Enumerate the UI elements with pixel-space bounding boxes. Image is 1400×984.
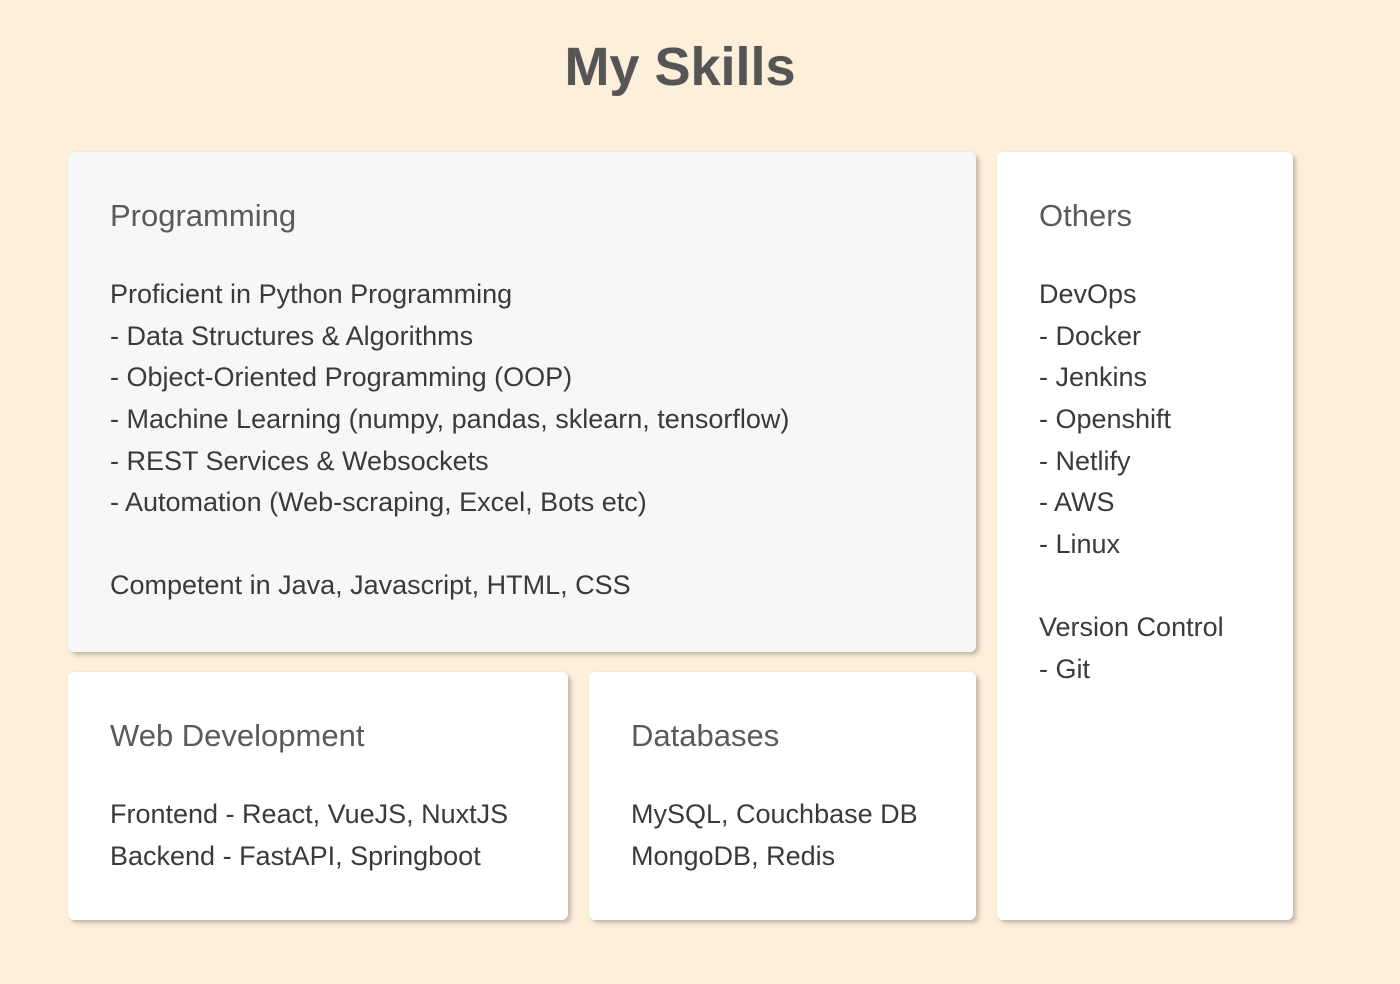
skill-line: MySQL, Couchbase DB bbox=[631, 799, 918, 830]
skill-line: Backend - FastAPI, Springboot bbox=[110, 840, 481, 871]
card-heading-programming: Programming bbox=[110, 198, 297, 233]
line-spacer bbox=[110, 524, 934, 566]
line-spacer bbox=[1039, 565, 1251, 607]
skill-line: - REST Services & Websockets bbox=[110, 445, 489, 476]
skill-line: MongoDB, Redis bbox=[631, 840, 836, 871]
skill-card-databases[interactable]: Databases MySQL, Couchbase DB MongoDB, Re… bbox=[589, 672, 976, 920]
skill-line: - Openshift bbox=[1039, 404, 1172, 435]
card-heading-databases: Databases bbox=[631, 718, 780, 753]
skill-line: - Object-Oriented Programming (OOP) bbox=[110, 362, 573, 393]
card-body-web-development: Frontend - React, VueJS, NuxtJS Backend -… bbox=[110, 794, 526, 877]
card-heading-web-development: Web Development bbox=[110, 718, 365, 753]
skill-line: - Data Structures & Algorithms bbox=[110, 320, 474, 351]
skill-line: - Git bbox=[1039, 653, 1090, 684]
skill-line: - Automation (Web-scraping, Excel, Bots … bbox=[110, 487, 647, 518]
card-body-databases: MySQL, Couchbase DB MongoDB, Redis bbox=[631, 794, 934, 877]
page-title: My Skills bbox=[564, 37, 796, 97]
card-body-others: DevOps - Docker - Jenkins - Openshift - Netl… bbox=[1039, 274, 1251, 690]
skill-card-others[interactable]: Others DevOps - Docker - Jenkins - Openshif… bbox=[997, 152, 1293, 920]
card-heading-others: Others bbox=[1039, 198, 1133, 233]
skill-line: - AWS bbox=[1039, 487, 1115, 518]
skill-line: Version Control bbox=[1039, 612, 1224, 643]
skill-line: Proficient in Python Programming bbox=[110, 279, 513, 310]
skill-line: Competent in Java, Javascript, HTML, CSS bbox=[110, 570, 631, 601]
skill-line: Frontend - React, VueJS, NuxtJS bbox=[110, 799, 509, 830]
skill-line: - Jenkins bbox=[1039, 362, 1148, 393]
skill-line: - Docker bbox=[1039, 320, 1142, 351]
skill-card-web-development[interactable]: Web Development Frontend - React, VueJS,… bbox=[68, 672, 568, 920]
skill-line: - Linux bbox=[1039, 528, 1121, 559]
skill-line: DevOps bbox=[1039, 279, 1137, 310]
skill-card-programming[interactable]: Programming Proficient in Python Program… bbox=[68, 152, 976, 652]
skill-line: - Netlify bbox=[1039, 445, 1131, 476]
skill-line: - Machine Learning (numpy, pandas, sklea… bbox=[110, 404, 790, 435]
card-body-programming: Proficient in Python Programming - Data S… bbox=[110, 274, 934, 607]
